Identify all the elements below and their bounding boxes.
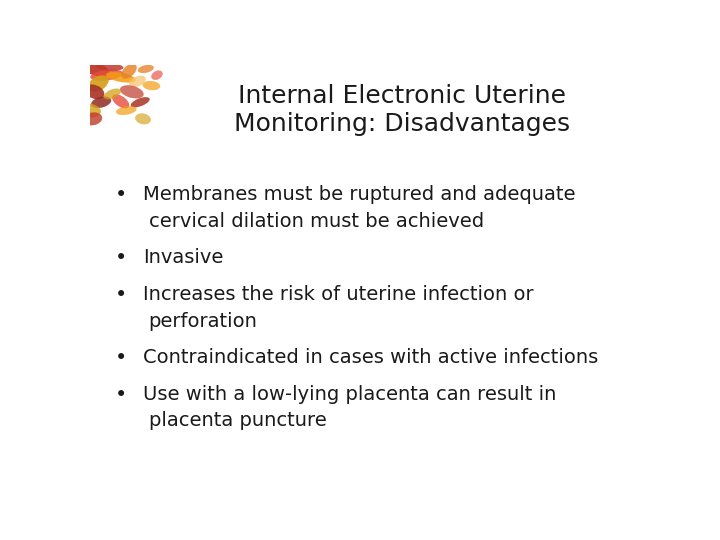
Ellipse shape: [120, 85, 144, 98]
Ellipse shape: [81, 61, 109, 77]
Ellipse shape: [116, 106, 137, 115]
Ellipse shape: [112, 94, 130, 109]
Text: Membranes must be ruptured and adequate: Membranes must be ruptured and adequate: [143, 185, 575, 204]
Text: Internal Electronic Uterine
Monitoring: Disadvantages: Internal Electronic Uterine Monitoring: …: [235, 84, 570, 136]
Text: Invasive: Invasive: [143, 248, 223, 267]
Text: perforation: perforation: [148, 312, 258, 330]
Ellipse shape: [135, 113, 151, 124]
Text: Contraindicated in cases with active infections: Contraindicated in cases with active inf…: [143, 348, 598, 367]
Ellipse shape: [96, 63, 123, 71]
Ellipse shape: [138, 65, 154, 73]
Ellipse shape: [131, 97, 150, 107]
Text: cervical dilation must be achieved: cervical dilation must be achieved: [148, 212, 484, 231]
Text: •: •: [114, 185, 127, 205]
Text: placenta puncture: placenta puncture: [148, 411, 326, 430]
Ellipse shape: [122, 64, 137, 79]
Ellipse shape: [91, 97, 111, 108]
Ellipse shape: [84, 84, 104, 99]
Ellipse shape: [151, 70, 163, 80]
Ellipse shape: [104, 89, 121, 99]
Text: Use with a low-lying placenta can result in: Use with a low-lying placenta can result…: [143, 385, 557, 404]
Ellipse shape: [79, 104, 101, 117]
Ellipse shape: [90, 70, 123, 81]
Ellipse shape: [106, 72, 135, 83]
Text: Increases the risk of uterine infection or: Increases the risk of uterine infection …: [143, 285, 534, 304]
Text: •: •: [114, 285, 127, 305]
Text: •: •: [114, 385, 127, 405]
Ellipse shape: [88, 75, 109, 92]
Ellipse shape: [84, 112, 102, 125]
Ellipse shape: [143, 81, 161, 90]
Ellipse shape: [129, 76, 146, 87]
Text: •: •: [114, 348, 127, 368]
Text: •: •: [114, 248, 127, 268]
